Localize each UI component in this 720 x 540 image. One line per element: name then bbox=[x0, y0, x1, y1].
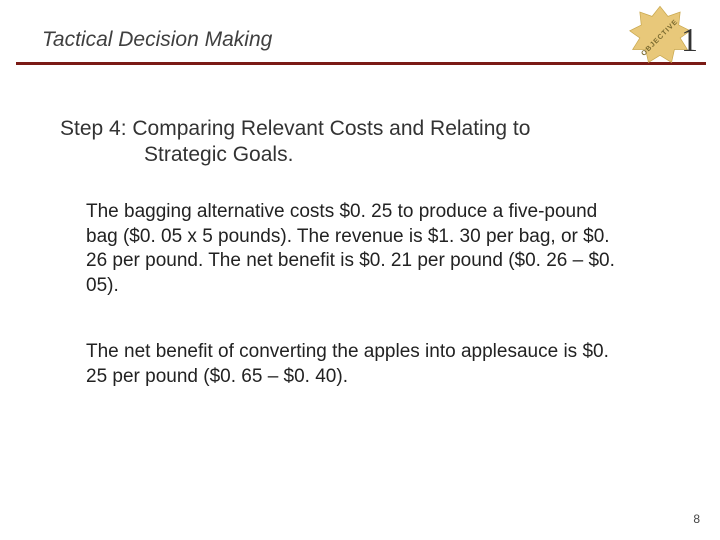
paragraph-2: The net benefit of converting the apples… bbox=[86, 340, 626, 389]
objective-number: 1 bbox=[681, 22, 698, 60]
step-heading-line2: Strategic Goals. bbox=[60, 142, 630, 168]
page-title: Tactical Decision Making bbox=[42, 28, 272, 52]
step-heading: Step 4: Comparing Relevant Costs and Rel… bbox=[60, 116, 630, 169]
paragraph-1: The bagging alternative costs $0. 25 to … bbox=[86, 200, 626, 299]
slide: Tactical Decision Making OBJECTIVE 1 Ste… bbox=[0, 0, 720, 540]
header-divider bbox=[16, 62, 706, 65]
step-heading-line1: Step 4: Comparing Relevant Costs and Rel… bbox=[60, 117, 530, 140]
header: Tactical Decision Making OBJECTIVE 1 bbox=[0, 0, 720, 68]
page-number: 8 bbox=[693, 512, 700, 526]
